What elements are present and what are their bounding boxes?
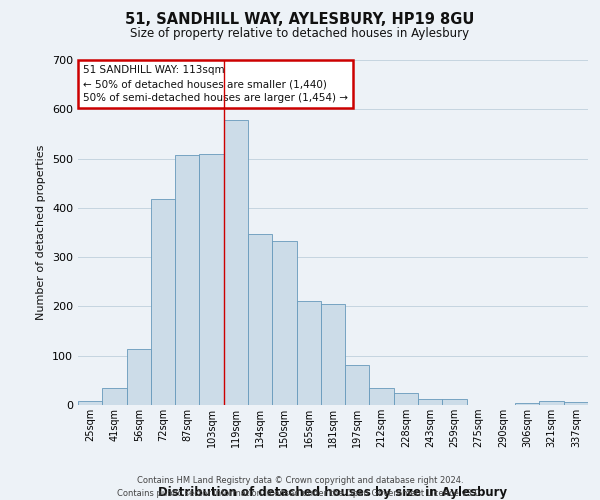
Bar bbox=[175, 154, 199, 405]
X-axis label: Distribution of detached houses by size in Aylesbury: Distribution of detached houses by size … bbox=[158, 486, 508, 499]
Text: 51, SANDHILL WAY, AYLESBURY, HP19 8GU: 51, SANDHILL WAY, AYLESBURY, HP19 8GU bbox=[125, 12, 475, 28]
Bar bbox=[151, 199, 175, 405]
Bar bbox=[102, 388, 127, 405]
Bar bbox=[199, 154, 224, 405]
Y-axis label: Number of detached properties: Number of detached properties bbox=[37, 145, 46, 320]
Bar bbox=[442, 398, 467, 405]
Bar bbox=[296, 300, 321, 405]
Bar bbox=[321, 304, 345, 405]
Bar bbox=[515, 402, 539, 405]
Bar bbox=[539, 401, 564, 405]
Bar bbox=[272, 241, 296, 405]
Bar bbox=[418, 399, 442, 405]
Bar bbox=[248, 234, 272, 405]
Bar bbox=[224, 120, 248, 405]
Text: Contains HM Land Registry data © Crown copyright and database right 2024.
Contai: Contains HM Land Registry data © Crown c… bbox=[118, 476, 482, 498]
Text: Size of property relative to detached houses in Aylesbury: Size of property relative to detached ho… bbox=[130, 28, 470, 40]
Text: 51 SANDHILL WAY: 113sqm
← 50% of detached houses are smaller (1,440)
50% of semi: 51 SANDHILL WAY: 113sqm ← 50% of detache… bbox=[83, 65, 348, 103]
Bar bbox=[127, 350, 151, 405]
Bar bbox=[564, 402, 588, 405]
Bar bbox=[78, 401, 102, 405]
Bar bbox=[345, 364, 370, 405]
Bar bbox=[370, 388, 394, 405]
Bar bbox=[394, 392, 418, 405]
